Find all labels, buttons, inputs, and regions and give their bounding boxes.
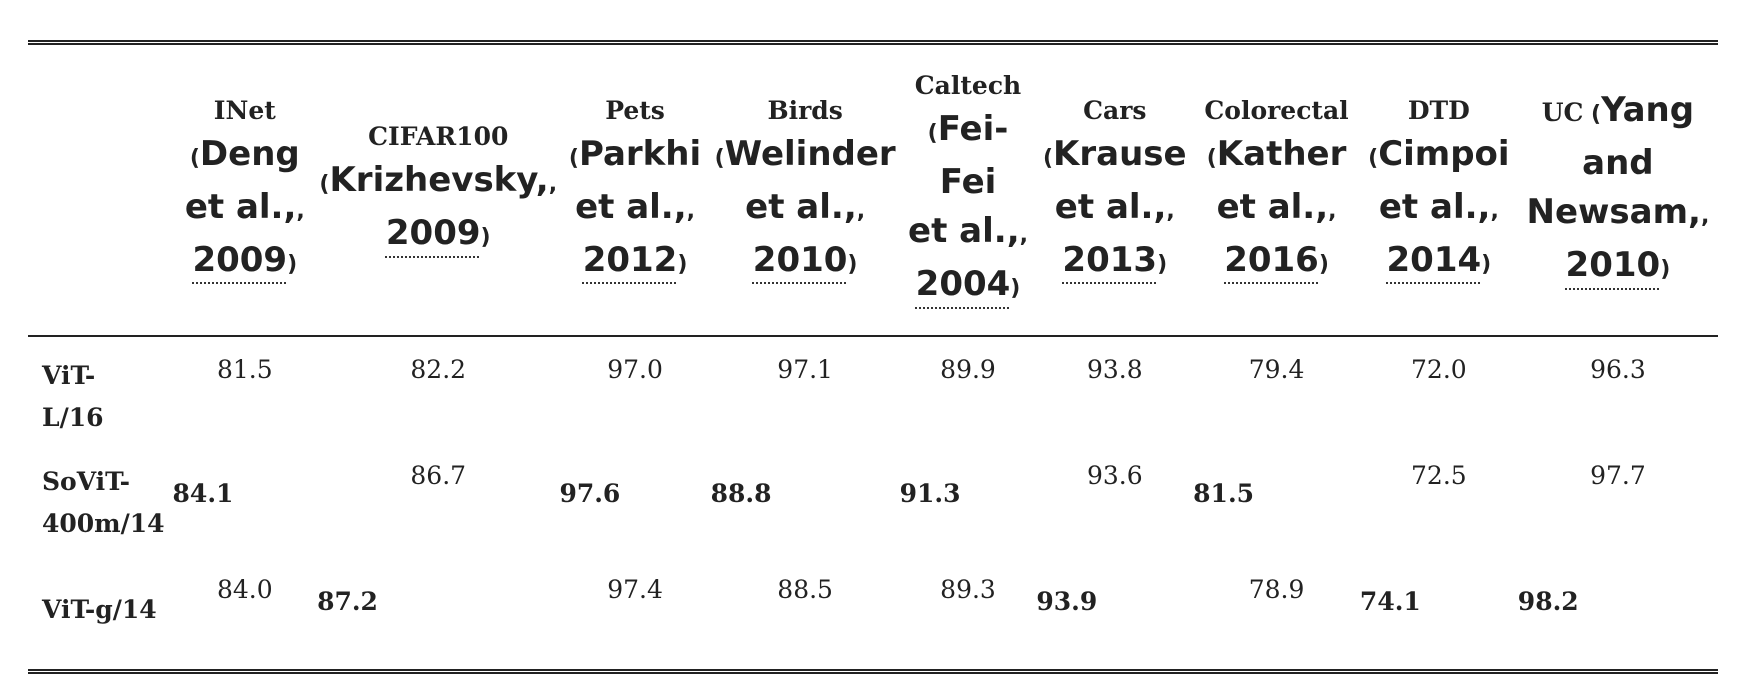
citation-etal: et al.,	[908, 211, 1020, 251]
cell-value: 82.2	[410, 355, 467, 384]
header-cars: Cars (Krause et al.,, 2013)	[1036, 45, 1193, 335]
table-row: ViT-g/14 84.0 87.2 97.4 88.5 89.3 93.9 7…	[28, 567, 1718, 669]
cell-value: 96.3	[1590, 355, 1646, 384]
cell-value-best: 91.3	[899, 479, 961, 508]
cell-value: 97.1	[777, 355, 833, 384]
citation-year-link[interactable]: 2009	[385, 213, 481, 253]
citation-author: Deng	[199, 133, 300, 174]
header-pets: Pets (Parkhi et al.,, 2012)	[559, 45, 710, 335]
header-uc: UC (Yang and Newsam,, 2010)	[1526, 90, 1710, 285]
citation-etal: et al.,	[745, 186, 857, 227]
cell-value: 89.9	[940, 355, 996, 384]
header-cifar100: CIFAR100 (Krizhevsky,, 2009)	[317, 45, 559, 335]
header-rule	[28, 335, 1718, 337]
dataset-name: CIFAR100	[368, 122, 509, 151]
citation-year-link[interactable]: 2009	[192, 239, 288, 280]
citation-etal: et al.,	[575, 186, 687, 227]
header-birds: Birds (Welinder et al.,, 2010)	[711, 45, 900, 335]
cell-value-best: 84.1	[172, 479, 234, 508]
cell-value-best: 98.2	[1517, 587, 1579, 616]
citation-author: Krause	[1053, 133, 1187, 174]
header-inet: INet (Deng et al.,, 2009)	[173, 45, 318, 335]
cell-value-best: 93.9	[1036, 587, 1098, 616]
cell-value: 78.9	[1248, 575, 1305, 604]
cell-value-best: 97.6	[559, 479, 621, 508]
header-caltech: Caltech (Fei- Fei et al.,, 2004)	[900, 45, 1037, 335]
cell-value: 79.4	[1248, 355, 1305, 384]
citation-etal: et al.,	[1054, 186, 1167, 227]
cell-value-best: 88.8	[710, 479, 772, 508]
cell-value: 97.7	[1590, 461, 1646, 490]
dataset-name: Birds	[767, 95, 843, 125]
cell-value-best: 81.5	[1193, 479, 1255, 508]
cell-value: 97.4	[607, 575, 663, 604]
header-empty	[28, 45, 173, 335]
citation-author: Parkhi	[578, 133, 702, 174]
citation-author: Kather	[1216, 133, 1347, 174]
bottom-rule	[28, 669, 1718, 674]
dataset-name: Colorectal	[1204, 95, 1349, 125]
cell-value: 89.3	[940, 575, 996, 604]
results-table-container: INet (Deng et al.,, 2009) CIFAR100 (Kriz…	[28, 40, 1718, 674]
citation-author-part: Fei	[939, 162, 997, 202]
citation-year-link[interactable]: 2004	[915, 264, 1011, 304]
cell-value: 93.8	[1086, 355, 1143, 384]
citation-and: and	[1582, 143, 1654, 183]
citation-year-link[interactable]: 2013	[1062, 239, 1158, 280]
header-dtd: DTD (Cimpoi et al.,, 2014)	[1360, 45, 1518, 335]
citation-etal: et al.,	[1378, 186, 1491, 227]
dataset-name: Pets	[605, 95, 665, 125]
table-row: SoViT- 400m/14 84.1 86.7 97.6 88.8 91.3 9…	[28, 453, 1718, 567]
citation-author: Krizhevsky,	[329, 160, 549, 200]
citation-year-link[interactable]: 2010	[1565, 245, 1661, 285]
citation-etal: et al.,	[184, 186, 297, 227]
cell-value-best: 87.2	[317, 587, 378, 616]
citation-year-link[interactable]: 2016	[1224, 239, 1319, 280]
model-name: SoViT- 400m/14	[42, 467, 165, 538]
dataset-name: DTD	[1407, 95, 1470, 125]
table-row: ViT- L/16 81.5 82.2 97.0 97.1 89.9 93.8 7…	[28, 337, 1718, 453]
cell-value-best: 74.1	[1359, 587, 1421, 616]
cell-value: 81.5	[216, 355, 273, 384]
header-row: INet (Deng et al.,, 2009) CIFAR100 (Kriz…	[28, 45, 1718, 335]
citation-year-link[interactable]: 2010	[752, 239, 848, 280]
cell-value: 93.6	[1086, 461, 1143, 490]
citation-author: Yang	[1601, 90, 1695, 130]
top-rule	[28, 40, 1718, 45]
results-table: INet (Deng et al.,, 2009) CIFAR100 (Kriz…	[28, 45, 1718, 335]
cell-value: 72.0	[1411, 355, 1467, 384]
citation-year-link[interactable]: 2012	[582, 239, 678, 280]
citation-year-link[interactable]: 2014	[1386, 239, 1482, 280]
model-name: ViT-g/14	[42, 595, 157, 624]
dataset-name: Caltech	[914, 71, 1022, 100]
cell-value: 72.5	[1411, 461, 1467, 490]
cell-value: 86.7	[410, 461, 467, 490]
cell-value: 97.0	[607, 355, 663, 384]
citation-author: Cimpoi	[1378, 133, 1510, 174]
dataset-name: INet	[213, 95, 276, 125]
results-table-body: ViT- L/16 81.5 82.2 97.0 97.1 89.9 93.8 7…	[28, 337, 1718, 669]
dataset-name: Cars	[1083, 95, 1147, 125]
dataset-name: UC	[1541, 98, 1584, 127]
model-name: ViT- L/16	[42, 361, 104, 432]
citation-etal: et al.,	[1216, 186, 1329, 227]
header-colorectal: Colorectal (Kather et al.,, 2016)	[1193, 45, 1360, 335]
cell-value: 84.0	[216, 575, 273, 604]
citation-author: Fei-	[937, 109, 1009, 149]
citation-author: Welinder	[724, 133, 896, 174]
cell-value: 88.5	[777, 575, 833, 604]
citation-author-2: Newsam,	[1526, 192, 1701, 232]
